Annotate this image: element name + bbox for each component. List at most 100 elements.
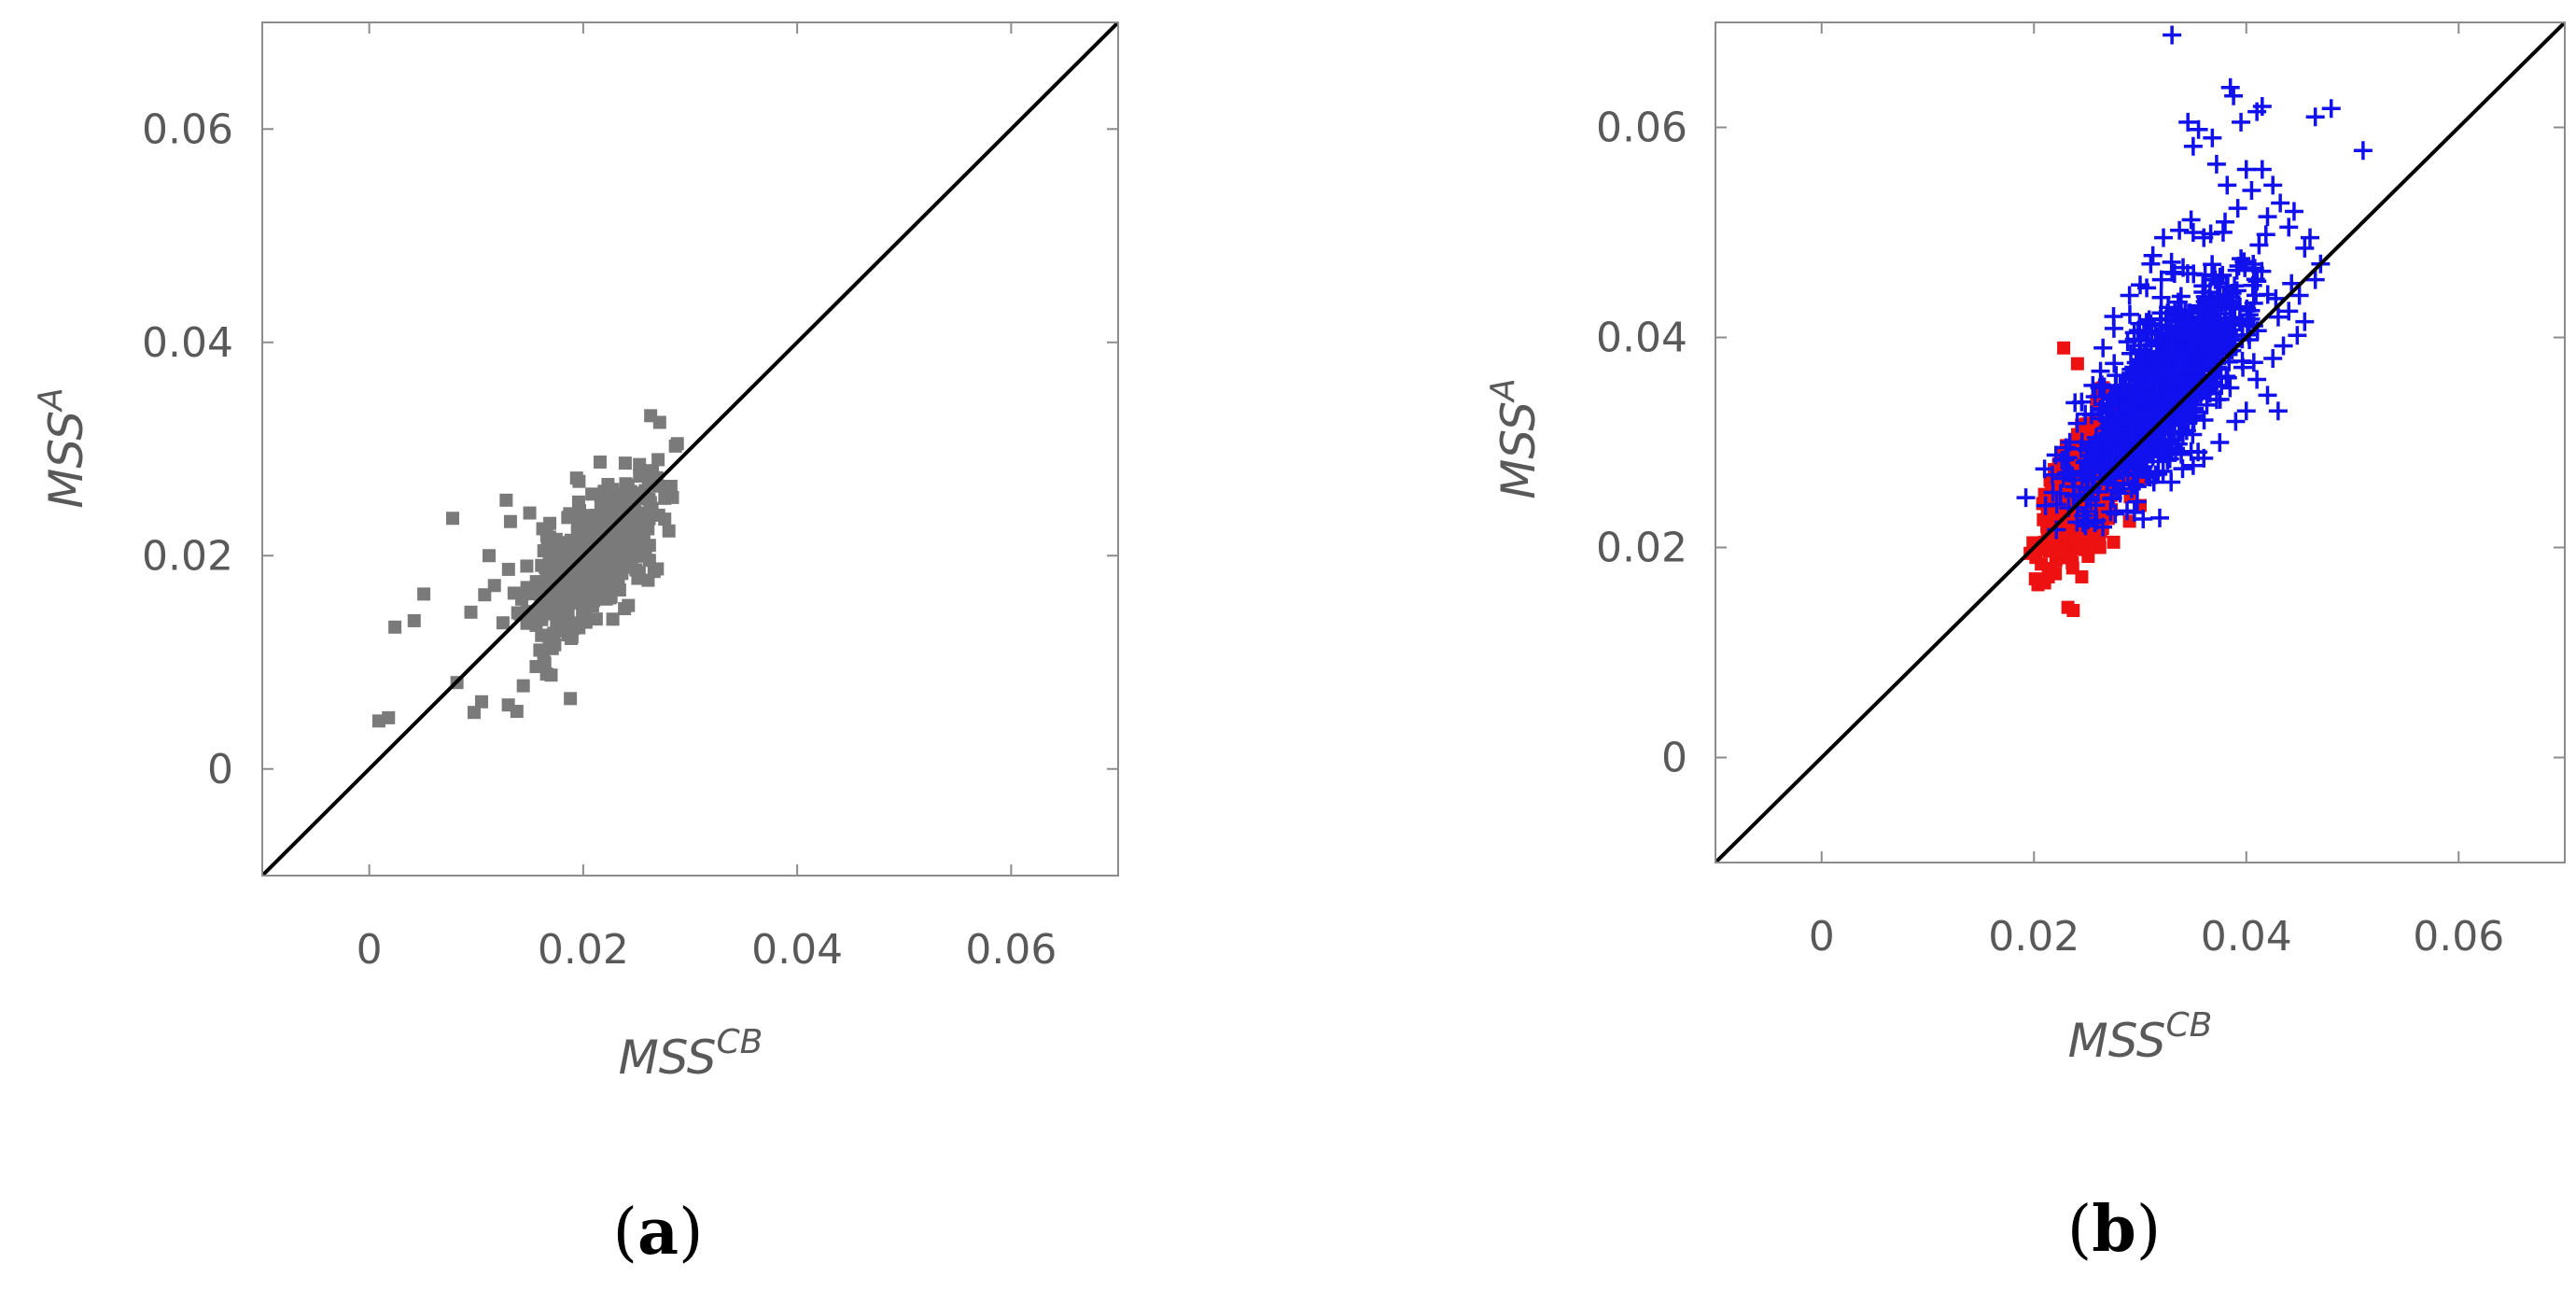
data-point [2146,465,2165,484]
data-point [474,695,488,709]
data-point [2071,439,2091,458]
data-point [2086,496,2106,515]
data-point [2247,370,2267,389]
data-point [2282,274,2302,293]
data-point [2091,461,2110,481]
data-point [662,524,676,538]
data-point [2201,224,2220,244]
data-point [2268,307,2288,327]
data-point [2137,278,2157,298]
data-point [2101,414,2121,433]
axes-box [261,21,1119,877]
data-point [664,479,678,493]
y-tick-label: 0.06 [1596,105,1687,152]
data-point [516,679,530,693]
data-point [595,511,609,525]
data-point [2065,561,2079,575]
data-point [560,612,574,626]
data-point [619,477,633,491]
data-point [2130,340,2149,359]
data-point [2274,336,2293,356]
data-point [2218,175,2237,195]
data-point [2227,260,2247,280]
data-point [2122,399,2142,418]
data-point [633,457,647,471]
data-point [2055,450,2075,470]
x-tick-label: 0.04 [751,926,843,974]
data-point [501,562,515,576]
series-square [371,409,684,728]
data-point [523,506,537,520]
data-point [2083,375,2103,395]
data-point [569,471,583,485]
data-point [2185,328,2205,347]
data-point [2141,254,2161,274]
data-point [631,571,645,585]
data-point [2205,316,2224,335]
x-tick-label: 0.02 [538,926,629,974]
data-point [2178,303,2198,323]
data-point [2120,370,2139,389]
data-point [499,493,513,507]
data-point [573,584,587,598]
data-point [2236,401,2256,421]
data-point [2169,371,2189,390]
data-point [2107,535,2121,549]
data-point [2101,386,2121,405]
y-tick-label: 0.04 [1596,315,1687,362]
data-point [2072,540,2086,554]
data-point [2305,270,2325,289]
plot-area [262,22,1118,876]
data-point [2218,368,2237,387]
data-point [2220,378,2240,398]
data-point [2252,160,2272,179]
data-point [382,710,396,724]
data-point [612,540,626,554]
data-point [2258,207,2277,227]
data-point [2170,323,2190,343]
data-point [2076,404,2095,424]
data-point [2210,433,2230,452]
data-point [2164,264,2184,284]
y-axis-title: MSSA [32,387,93,508]
data-point [618,456,632,470]
data-point [2076,516,2095,536]
identity-line [1715,22,2565,863]
data-point [2205,270,2225,289]
y-tick-label: 0 [207,746,233,793]
data-point [2051,484,2070,503]
data-point [2177,399,2197,418]
data-point [2151,288,2171,307]
data-point [2073,464,2093,484]
data-point [641,573,655,587]
data-point [535,628,549,642]
y-axis-title: MSSA [1484,378,1546,498]
data-point [2220,77,2240,97]
data-point [658,512,672,526]
data-point [641,522,655,536]
data-point [2256,225,2275,245]
data-point [2224,86,2244,105]
data-point [633,470,647,484]
data-point [553,589,567,603]
data-point [2035,459,2054,479]
data-point [603,566,617,580]
data-point [2081,550,2095,564]
axes-box [1715,21,2566,863]
data-point [2143,246,2163,265]
data-point [2120,286,2139,305]
data-point [668,439,682,453]
data-point [2197,351,2217,371]
data-point [2037,576,2051,590]
data-point [2125,466,2145,485]
data-point [2162,252,2181,272]
data-point [2158,451,2177,470]
data-point [2189,119,2208,139]
data-point [606,612,620,626]
data-point [2152,433,2172,453]
data-point [2232,112,2251,132]
data-point [553,599,567,613]
data-point [2149,508,2169,527]
data-point [573,504,587,518]
